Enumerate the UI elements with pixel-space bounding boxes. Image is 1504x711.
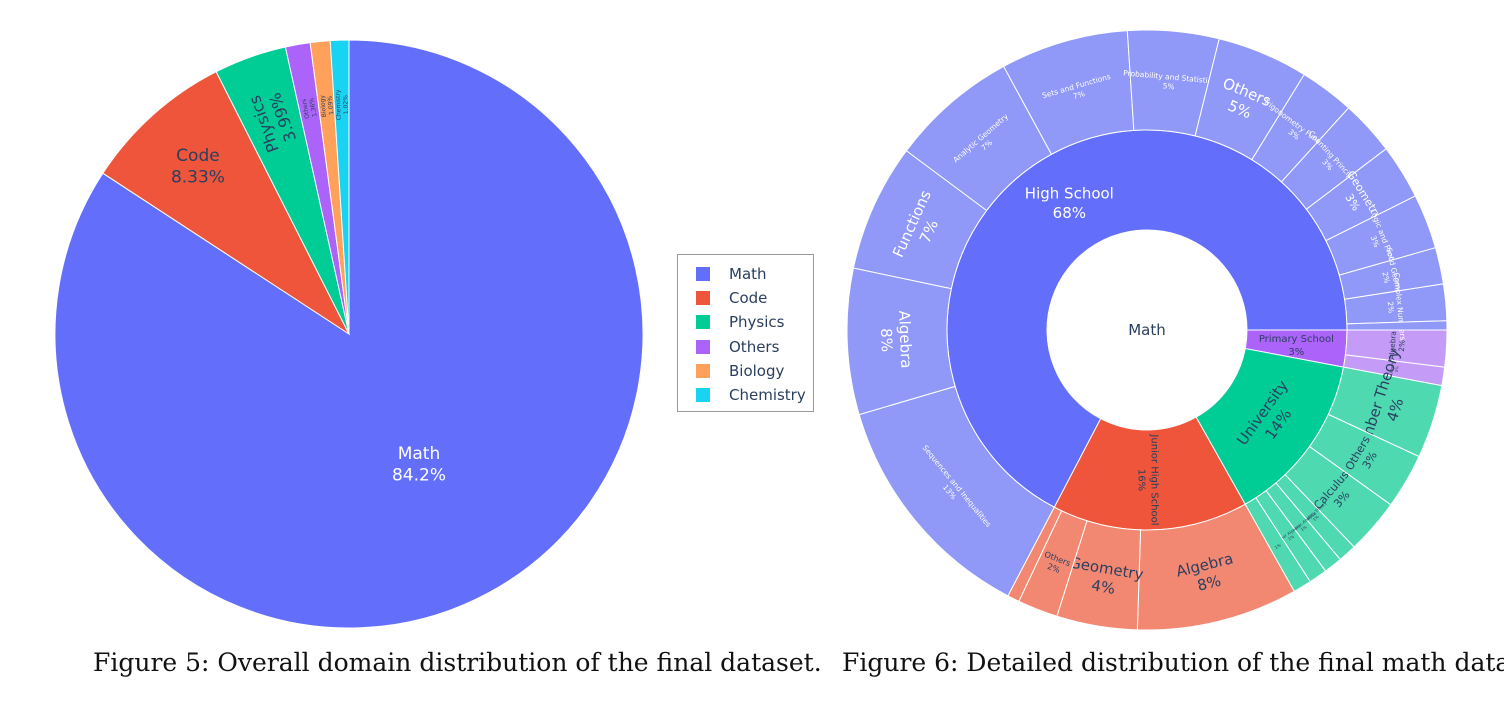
legend-label: Math <box>729 265 767 283</box>
sunburst-leaf-value: 2% <box>1046 561 1062 575</box>
legend-swatch <box>696 291 710 306</box>
pie-value-others: 1.36% <box>308 97 318 117</box>
legend-label: Chemistry <box>729 386 806 404</box>
sunburst-parent-value: 16% <box>1135 469 1146 491</box>
sunburst-leaf-value: 1% <box>1300 524 1308 532</box>
pie-value-biology: 1.09% <box>327 95 336 115</box>
legend-swatch <box>696 267 710 281</box>
sunburst-leaf-value: 4% <box>1384 396 1407 424</box>
sunburst-leaf-value: 8% <box>1195 572 1222 595</box>
legend-item-chemistry: Chemistry <box>696 386 806 404</box>
legend-swatch <box>696 315 710 330</box>
legend-label: Biology <box>729 361 785 380</box>
legend-item-math: Math <box>696 265 767 283</box>
legend-swatch <box>696 388 710 402</box>
sunburst-leaf-value: 4% <box>1090 576 1116 598</box>
sunburst-parent-label: Junior High School <box>1148 433 1159 525</box>
legend-swatch <box>696 339 710 354</box>
sunburst-leaf-value: 5% <box>1162 81 1175 91</box>
sunburst-leaf-value: 7% <box>1072 89 1086 101</box>
sunburst-leaf-label: Algebra <box>895 310 915 369</box>
sunburst-leaf-label: Others <box>1388 361 1395 375</box>
pie-label-code: Code <box>176 146 220 166</box>
legend-label: Physics <box>729 313 785 332</box>
sunburst-leaf-value: 2% <box>1380 271 1391 284</box>
pie-label-biology: Biology <box>319 94 328 117</box>
pie-slice-code <box>102 71 351 336</box>
sunburst-leaf-value: 3% <box>1369 234 1382 248</box>
legend-item-biology: Biology <box>696 362 784 380</box>
sunburst-parent-value: 3% <box>1288 347 1304 358</box>
legend-item-physics: Physics <box>696 313 784 331</box>
legend-item-code: Code <box>696 289 767 307</box>
figure-5-caption: Figure 5: Overall domain distribution of… <box>93 648 822 677</box>
pie-value-code: 8.33% <box>171 167 225 187</box>
pie-label-math: Math <box>398 444 441 464</box>
legend-item-others: Others <box>696 338 779 356</box>
sunburst-parent-label: High School <box>1025 185 1114 203</box>
sunburst-leaf-value: 8% <box>877 328 896 352</box>
pie-slice-chemistry <box>329 39 350 335</box>
pie-value-chemistry: 1.02% <box>342 95 350 115</box>
sunburst-parent-label: Primary School <box>1259 334 1334 345</box>
pie-value-math: 84.2% <box>392 465 446 485</box>
sunburst-leaf-value: 1% <box>1287 534 1295 542</box>
sunburst-parent-value: 68% <box>1053 204 1086 222</box>
sunburst-root-label: Math <box>1128 321 1166 339</box>
pie-label-others: Others <box>301 98 311 119</box>
legend-label: Others <box>729 337 780 356</box>
sunburst-leaf-value: 2% <box>1386 301 1396 313</box>
figure-6-caption: Figure 6: Detailed distribution of the f… <box>842 648 1504 677</box>
legend-label: Code <box>729 289 768 308</box>
sunburst-leaf-high-school-slice <box>1346 320 1448 331</box>
pie-legend: Math Code Physics Others Biology Chemistry <box>677 254 814 412</box>
sunburst-leaf-value: 1% <box>1394 365 1400 372</box>
sunburst-leaf-value: 1% <box>1312 514 1320 522</box>
legend-swatch <box>696 363 710 378</box>
pie-label-chemistry: Chemistry <box>335 89 343 120</box>
sunburst-leaf-label: Algebra <box>1387 331 1398 360</box>
sunburst-leaf-value: 2% <box>1397 340 1407 352</box>
sunburst-leaf-value: 1% <box>1274 542 1282 550</box>
